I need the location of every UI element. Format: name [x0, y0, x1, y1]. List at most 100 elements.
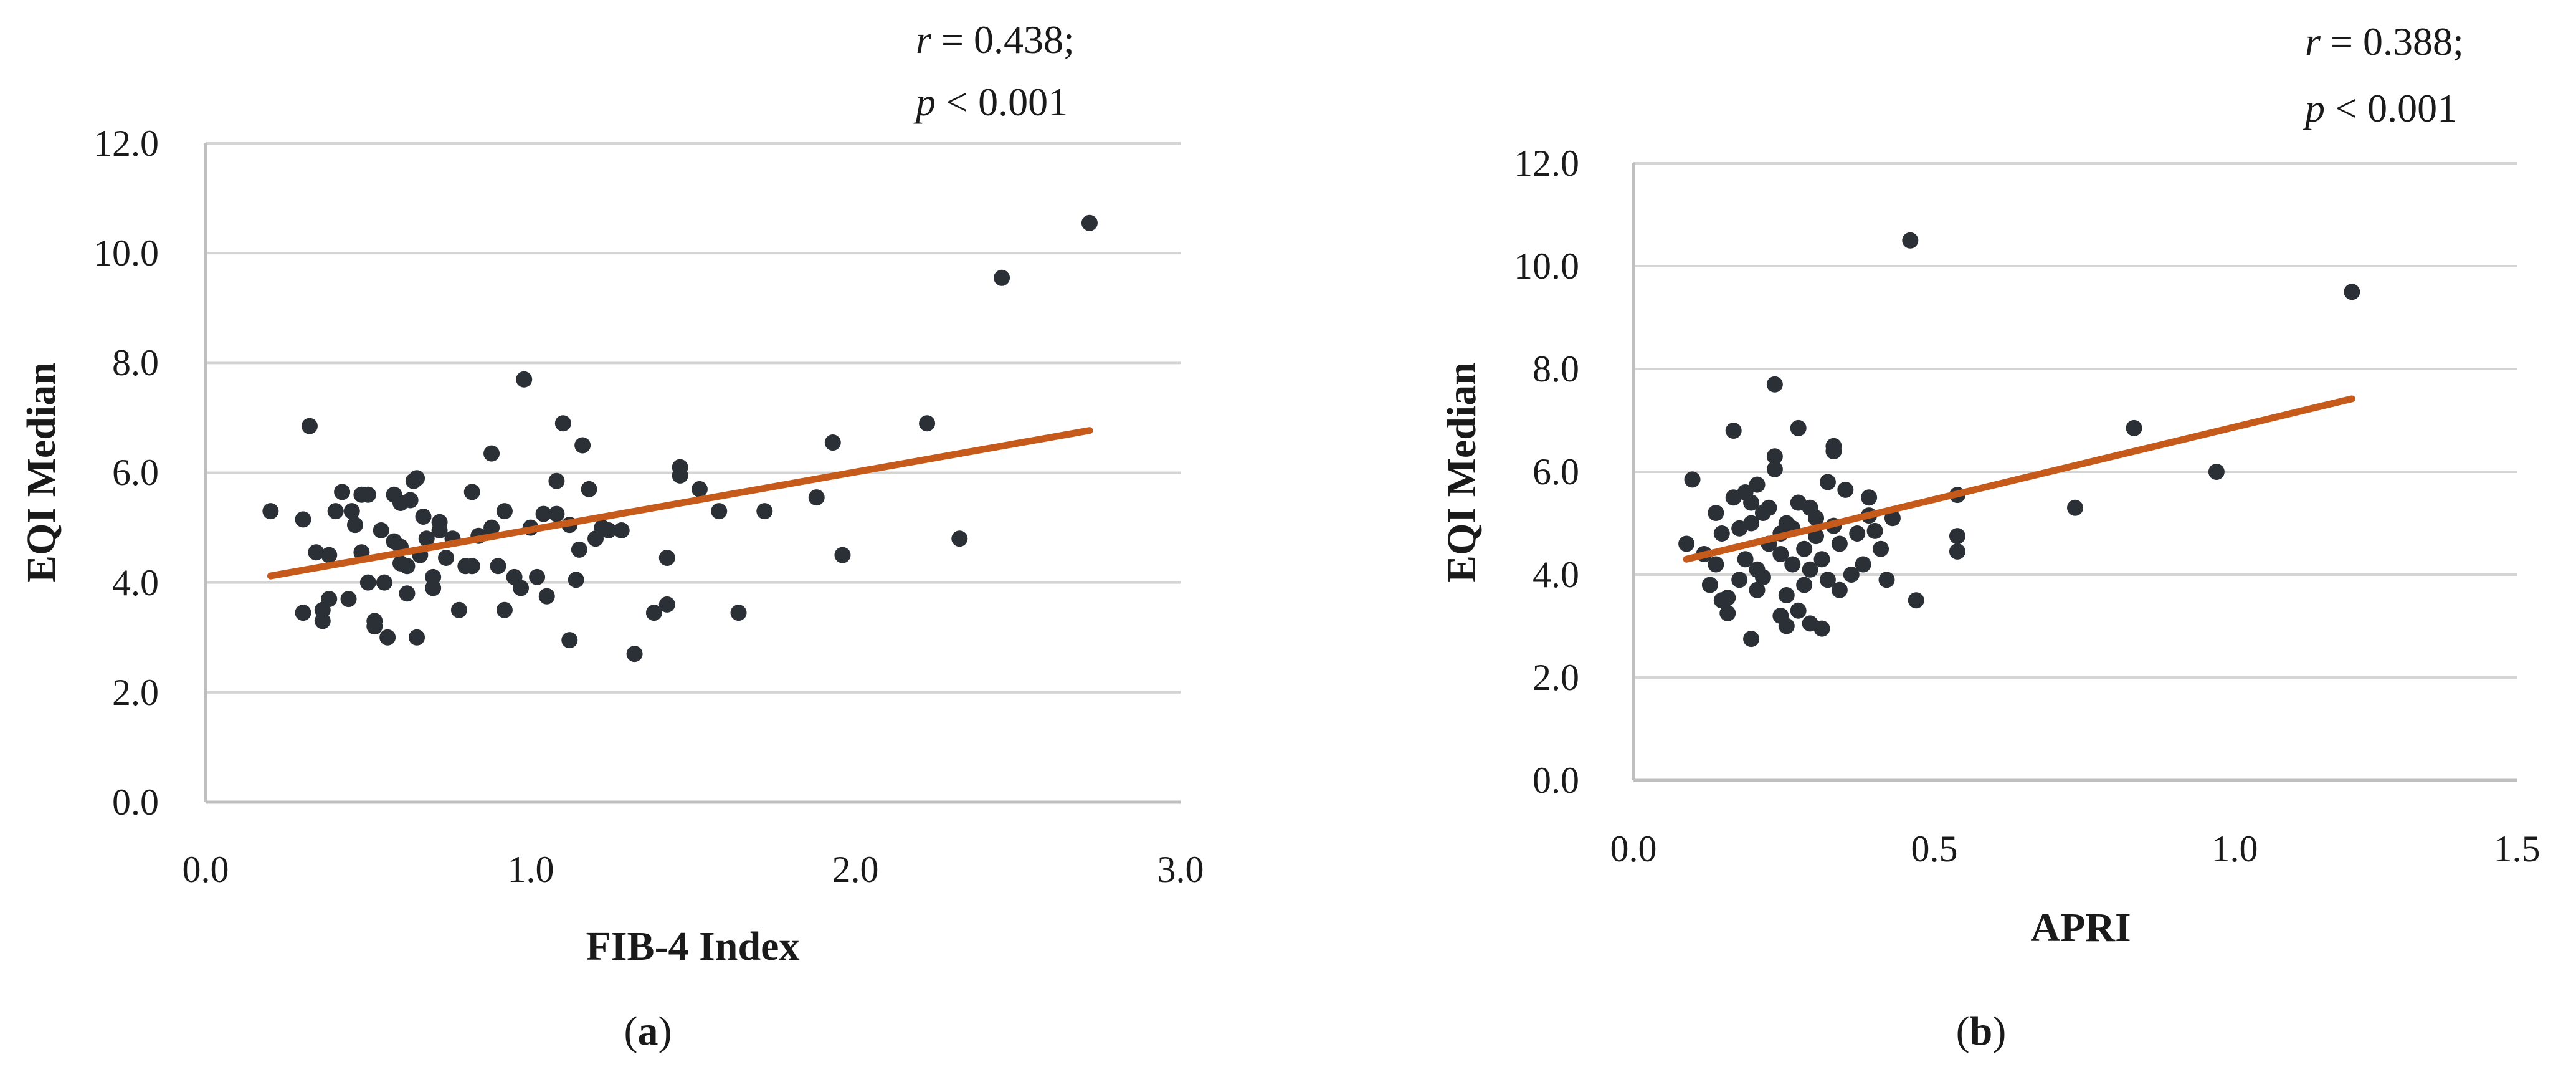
data-point	[425, 568, 442, 585]
data-point	[561, 632, 578, 649]
data-point	[346, 517, 363, 534]
x-tick-label: 1.0	[508, 849, 554, 890]
data-point	[402, 492, 419, 509]
y-tick-label: 8.0	[112, 342, 159, 383]
data-point	[399, 558, 416, 575]
data-point	[1796, 577, 1813, 593]
data-point	[366, 618, 383, 635]
data-point	[1819, 474, 1836, 490]
data-point	[658, 550, 675, 567]
data-point	[1790, 602, 1807, 619]
data-point	[672, 459, 688, 476]
data-point	[359, 486, 376, 503]
data-point	[1678, 535, 1695, 552]
data-point	[1713, 525, 1730, 542]
data-point	[1708, 556, 1724, 573]
data-points-a	[262, 214, 1098, 663]
data-point	[334, 484, 351, 500]
r-value-b: r = 0.388;	[2305, 19, 2464, 64]
x-tick-labels-a: 0.0 1.0 2.0 3.0	[183, 849, 1204, 890]
data-point	[415, 508, 432, 525]
trendline-a-group	[267, 427, 1093, 580]
data-point	[535, 505, 552, 522]
data-point	[1708, 505, 1724, 521]
x-tick-label: 2.0	[832, 849, 879, 890]
data-point	[399, 585, 416, 602]
x-tick-label: 0.0	[1610, 828, 1657, 869]
data-point	[730, 605, 747, 621]
data-point	[994, 269, 1010, 286]
data-point	[483, 445, 500, 462]
data-point	[359, 574, 376, 591]
data-point	[1831, 581, 1848, 598]
data-point	[1861, 489, 1878, 506]
y-tick-label: 6.0	[1533, 451, 1579, 492]
trendline-b-group	[1683, 395, 2355, 563]
data-point	[1778, 587, 1795, 603]
data-point	[548, 472, 565, 489]
data-point	[463, 558, 480, 575]
data-point	[645, 605, 662, 621]
y-tick-label: 10.0	[93, 232, 159, 274]
x-tick-label: 0.5	[1911, 828, 1958, 869]
data-point	[409, 629, 425, 646]
data-point	[496, 601, 513, 618]
data-point	[516, 371, 533, 388]
data-point	[1719, 590, 1736, 606]
data-point	[581, 481, 597, 497]
r-value-a: r = 0.438;	[916, 17, 1075, 62]
y-tick-label: 6.0	[112, 452, 159, 493]
x-tick-label: 1.5	[2494, 828, 2540, 869]
data-point	[409, 470, 425, 487]
y-tick-label: 2.0	[112, 672, 159, 713]
data-point	[1849, 525, 1866, 542]
x-tick-label: 3.0	[1157, 849, 1204, 890]
data-point	[1855, 556, 1871, 573]
data-point	[490, 558, 506, 575]
data-point	[951, 530, 968, 547]
data-point	[438, 550, 455, 567]
gridlines-a	[206, 142, 1181, 694]
data-point	[658, 596, 675, 613]
chart-panel-a: 0.0 2.0 4.0 6.0 8.0 10.0 12.0 0.0 1.0 2.…	[19, 17, 1204, 1054]
p-value-b: p < 0.001	[2303, 86, 2457, 130]
data-point	[2208, 464, 2225, 480]
data-point	[600, 522, 617, 538]
data-point	[1719, 605, 1736, 621]
data-point	[1878, 572, 1895, 588]
data-point	[1725, 423, 1742, 439]
data-point	[1784, 556, 1801, 573]
data-point	[571, 541, 587, 558]
data-point	[691, 481, 708, 497]
data-point	[613, 522, 630, 538]
y-tick-label: 4.0	[112, 562, 159, 603]
data-point	[1796, 540, 1813, 557]
data-point	[1831, 535, 1848, 552]
x-axis-title-a: FIB-4 Index	[586, 924, 800, 969]
y-axis-title-a: EQI Median	[19, 362, 64, 583]
data-point	[1701, 577, 1718, 593]
data-point	[1731, 572, 1748, 588]
data-point	[1743, 631, 1760, 648]
data-point	[1902, 232, 1919, 249]
x-tick-label: 1.0	[2212, 828, 2258, 869]
data-point	[2067, 499, 2083, 516]
data-point	[1790, 419, 1807, 436]
data-point	[1743, 494, 1760, 511]
data-point	[1766, 376, 1783, 393]
data-point	[1866, 522, 1883, 539]
data-point	[321, 547, 338, 563]
data-point	[1873, 540, 1889, 557]
data-points-b	[1678, 232, 2360, 648]
x-tick-labels-b: 0.0 0.5 1.0 1.5	[1610, 828, 2540, 869]
data-point	[1949, 543, 1965, 560]
data-point	[548, 505, 565, 522]
data-point	[1766, 461, 1783, 477]
data-point	[1884, 510, 1901, 527]
data-point	[1761, 499, 1777, 516]
data-point	[262, 503, 279, 520]
data-point	[295, 605, 311, 621]
data-point	[1766, 448, 1783, 465]
data-point	[574, 437, 591, 454]
